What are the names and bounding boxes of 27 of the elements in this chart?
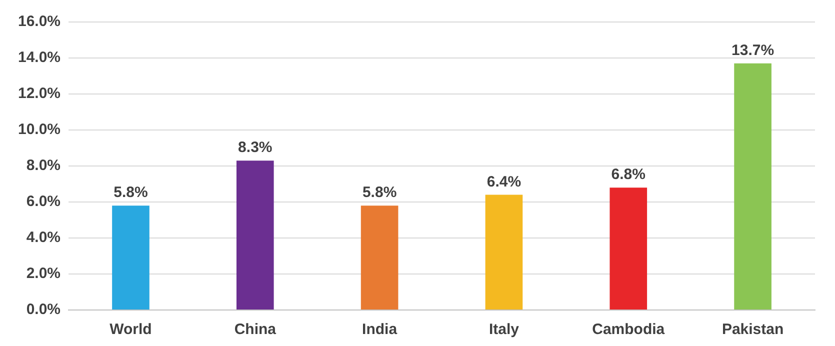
x-tick-label: Pakistan	[722, 321, 784, 338]
x-tick-label: Cambodia	[592, 321, 666, 338]
data-label: 6.8%	[611, 166, 646, 184]
y-tick-label: 14.0%	[18, 49, 61, 66]
y-tick-label: 2.0%	[26, 265, 61, 282]
data-label: 8.3%	[238, 139, 272, 156]
bar	[360, 206, 398, 310]
y-tick-label: 6.0%	[26, 193, 61, 210]
data-label: 5.8%	[362, 184, 397, 202]
x-tick-label: World	[110, 321, 152, 338]
bar	[610, 188, 648, 310]
data-label: 5.8%	[114, 184, 148, 202]
x-tick-label: India	[362, 321, 398, 338]
y-tick-label: 10.0%	[18, 121, 61, 138]
y-tick-label: 8.0%	[26, 157, 61, 174]
x-tick-label: Italy	[488, 321, 520, 338]
data-label: 6.4%	[486, 173, 522, 190]
bar	[236, 160, 274, 310]
y-tick-label: 0.0%	[26, 301, 61, 318]
bar	[734, 63, 772, 310]
y-tick-label: 4.0%	[26, 229, 61, 246]
bar	[112, 206, 150, 310]
data-label: 13.7%	[732, 42, 774, 60]
y-tick-label: 12.0%	[18, 85, 61, 102]
y-tick-label: 16.0%	[18, 13, 61, 30]
bar	[485, 194, 523, 310]
x-tick-label: China	[234, 321, 277, 338]
